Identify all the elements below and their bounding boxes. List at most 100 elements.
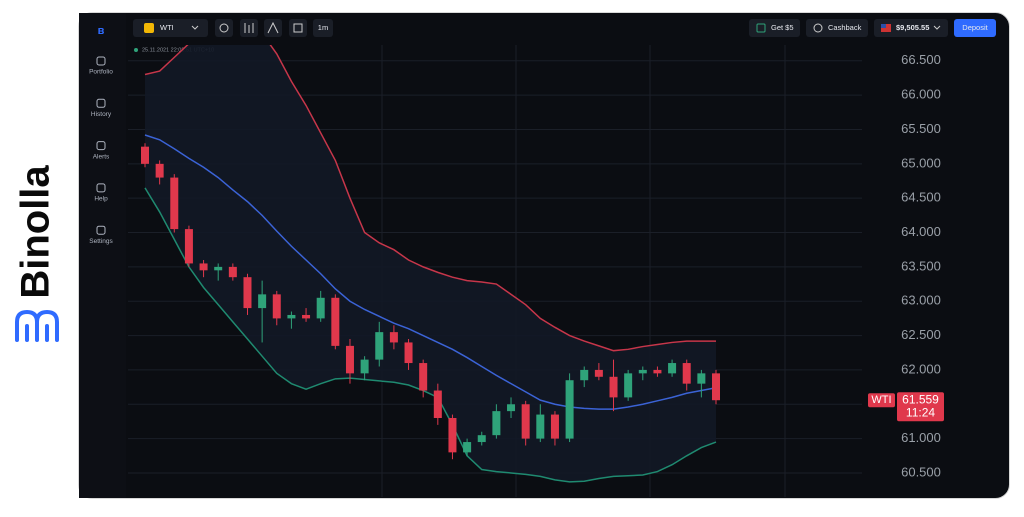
candle-body	[404, 342, 413, 364]
candle-body	[594, 369, 603, 377]
candle-body	[697, 373, 706, 384]
live-dot	[134, 48, 138, 52]
nav-icon	[96, 98, 106, 108]
price-tag-symbol-box	[868, 393, 895, 408]
candle-body	[199, 263, 208, 271]
balance-button[interactable]	[874, 19, 948, 37]
info-button[interactable]	[215, 19, 233, 37]
candle-body	[287, 314, 296, 319]
candle-body	[448, 418, 457, 453]
candle-body	[302, 314, 311, 319]
candle-body	[507, 404, 516, 412]
y-tick-label: 66.000	[901, 87, 941, 102]
deposit-button[interactable]	[954, 19, 996, 37]
y-tick-label: 64.500	[901, 190, 941, 205]
candle-body	[228, 266, 237, 278]
nav-label: Settings	[89, 238, 113, 245]
timeframe: 1m	[318, 23, 328, 32]
band-fill	[145, 45, 716, 482]
chevron	[933, 25, 941, 30]
brand-logo	[15, 309, 59, 342]
price-tag-timer: 11:24	[906, 405, 935, 419]
nav-item[interactable]: Settings	[89, 225, 113, 245]
y-tick-label: 65.500	[901, 121, 941, 136]
drawing-button[interactable]	[264, 19, 282, 37]
candle-body	[638, 369, 647, 374]
nav-icon	[96, 141, 106, 151]
candle-body	[155, 163, 164, 178]
candle-body	[550, 414, 559, 439]
candle-body	[360, 359, 369, 374]
info-icon	[219, 23, 229, 33]
y-tick-label: 61.000	[901, 430, 941, 445]
y-tick-label: 65.000	[901, 155, 941, 170]
y-tick-label: 60.500	[901, 464, 941, 479]
cashback-label: Cashback	[828, 23, 862, 32]
indicators-icon	[244, 23, 254, 33]
drawing-icon	[267, 21, 279, 34]
sidebar	[79, 13, 126, 498]
candle-body	[463, 442, 472, 453]
band-line	[144, 187, 717, 483]
flag-canton	[881, 24, 886, 28]
candle-body	[668, 363, 677, 374]
chevron	[191, 25, 199, 30]
chart-type-button[interactable]	[289, 19, 307, 37]
band-line	[144, 45, 716, 352]
timestamp: 25.11.2021 22:08:51 UTC+10	[142, 47, 214, 53]
gift-icon	[756, 23, 766, 33]
candle-body	[214, 266, 223, 271]
cashback-button[interactable]	[806, 19, 868, 37]
y-tick-label: 66.500	[901, 52, 941, 67]
y-tick-label: 62.500	[901, 327, 941, 342]
candle-body	[536, 414, 545, 439]
nav-label: Help	[94, 196, 108, 203]
price-tag-price: 61.559	[902, 392, 939, 406]
brand-name: Binolla	[14, 165, 58, 299]
band-line	[144, 134, 717, 410]
timeframe-button[interactable]	[313, 19, 333, 37]
candle-body	[258, 294, 267, 309]
candle-body	[331, 297, 340, 346]
balance: $9,505.55	[896, 23, 929, 32]
nav-icon	[96, 183, 106, 193]
candle-body	[389, 332, 398, 343]
nav-item[interactable]: Alerts	[93, 141, 110, 161]
candle-body	[170, 177, 179, 230]
cashback-icon	[813, 23, 823, 33]
bonus-label: Get $5	[771, 23, 794, 32]
candle-body	[492, 411, 501, 436]
candle-body	[653, 369, 662, 374]
asset-name: WTI	[160, 23, 174, 32]
y-tick-label: 64.000	[901, 224, 941, 239]
candle-body	[609, 376, 618, 398]
candle-body	[624, 373, 633, 398]
candle-body	[272, 294, 281, 319]
candle-body	[682, 363, 691, 384]
nav-item[interactable]: History	[91, 98, 112, 118]
nav-icon	[96, 56, 106, 66]
app-icon: ʙ	[98, 25, 105, 37]
candle-body	[316, 297, 325, 319]
candle-body	[243, 277, 252, 309]
deposit-label: Deposit	[962, 23, 988, 32]
candle-body	[141, 146, 149, 164]
candle-body	[375, 332, 384, 360]
chart-type-icon	[293, 23, 303, 33]
candle-body	[565, 380, 574, 439]
candle-body	[433, 390, 442, 419]
y-tick-label: 63.000	[901, 293, 941, 308]
nav-label: Portfolio	[89, 69, 113, 76]
asset-icon	[144, 23, 154, 33]
candle-body	[580, 369, 589, 381]
nav-item[interactable]: Help	[94, 183, 108, 203]
candle-body	[712, 373, 720, 401]
plot	[141, 45, 720, 483]
nav-item[interactable]: Portfolio	[89, 56, 113, 76]
price-tag-symbol: WTI	[871, 394, 891, 406]
price-tag-box	[897, 392, 944, 422]
nav-label: History	[91, 111, 112, 118]
candle-body	[521, 404, 530, 439]
nav-label: Alerts	[93, 153, 110, 160]
